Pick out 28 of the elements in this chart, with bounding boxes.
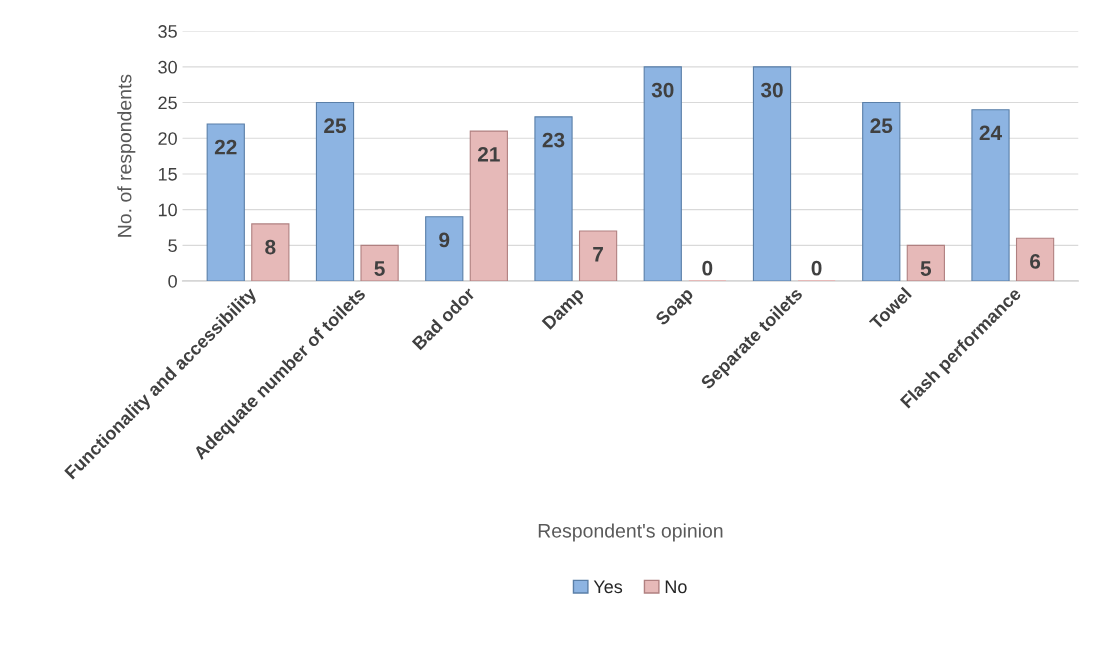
y-tick-label: 25 <box>158 96 177 110</box>
data-label: 23 <box>542 132 565 148</box>
data-label: 21 <box>477 146 500 162</box>
y-tick-label: 0 <box>168 274 177 288</box>
data-label: 8 <box>265 239 276 255</box>
data-label: 7 <box>593 247 603 262</box>
data-label: 25 <box>324 118 347 134</box>
data-label: 0 <box>702 260 713 276</box>
x-axis-title: Respondent's opinion <box>538 523 723 542</box>
data-label: 30 <box>760 82 783 98</box>
y-tick-label: 10 <box>158 203 177 217</box>
data-label: 25 <box>870 118 893 134</box>
data-label: 9 <box>439 232 450 248</box>
y-tick-label: 15 <box>158 168 177 181</box>
y-tick-label: 35 <box>158 25 177 38</box>
legend-label: No <box>665 580 687 594</box>
y-tick-label: 5 <box>168 239 177 253</box>
data-label: 0 <box>811 260 822 276</box>
data-label: 30 <box>651 82 674 98</box>
data-label: 22 <box>214 139 237 155</box>
data-label: 5 <box>920 261 932 276</box>
legend-label: Yes <box>593 580 623 594</box>
data-label: 5 <box>374 261 385 276</box>
data-label: 24 <box>979 125 1002 141</box>
y-tick-label: 20 <box>158 132 177 145</box>
y-axis-title: No. of respondents <box>117 74 136 237</box>
data-label: 6 <box>1030 254 1041 269</box>
y-tick-label: 30 <box>158 60 177 74</box>
